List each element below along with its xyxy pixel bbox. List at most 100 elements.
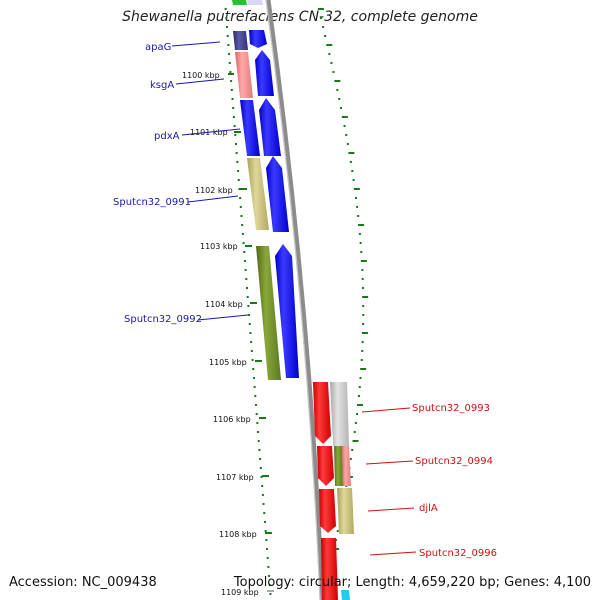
ruler-dot [246, 287, 249, 289]
ruler-dot [341, 116, 348, 118]
ruler-dot [269, 593, 272, 595]
ruler-dot [336, 530, 339, 532]
ruler-dot [224, 8, 227, 10]
ruler-dot [250, 341, 253, 343]
ruler-dot [235, 152, 238, 154]
gene-arrow-0992 [275, 244, 299, 378]
gene-label-djlA[interactable]: djlA [419, 503, 438, 514]
ruler-dot [241, 224, 244, 226]
ruler-dot [234, 134, 237, 136]
ruler-dot [355, 197, 358, 199]
ruler-dot [238, 188, 241, 190]
ruler-dot [328, 53, 331, 55]
ruler-dot [357, 395, 360, 397]
ruler-dot [362, 296, 369, 298]
ruler-dot [237, 170, 240, 172]
gene-label-Sputcn32_0996[interactable]: Sputcn32_0996 [419, 548, 497, 559]
ruler-dot [248, 314, 251, 316]
gene-label-Sputcn32_0992[interactable]: Sputcn32_0992 [124, 314, 202, 325]
ruler-dot [257, 431, 260, 433]
cog-block-khaki [247, 158, 269, 230]
gene-arrow-0991 [266, 156, 289, 232]
ruler-dot [340, 107, 343, 109]
ruler-dot [334, 80, 341, 82]
cog-track-left [232, 0, 281, 380]
ruler-dot [345, 134, 348, 136]
ruler-dot [229, 71, 232, 73]
gene-arrow-djlA [319, 489, 336, 533]
ruler-dot [326, 44, 333, 46]
ruler-dot [230, 80, 233, 82]
ruler-dot [254, 395, 257, 397]
ruler-dot [246, 296, 249, 298]
ruler-dot [357, 215, 360, 217]
gene-label-Sputcn32_0994[interactable]: Sputcn32_0994 [415, 456, 493, 467]
ruler-dot [361, 278, 364, 280]
leader-line [365, 460, 414, 465]
ruler-dot [338, 98, 341, 100]
ruler-dot [349, 458, 352, 460]
ruler-dot [255, 413, 258, 415]
ruler-dot [343, 125, 346, 127]
ruler-dot [227, 44, 230, 46]
gene-arrow-pdxA [259, 98, 281, 156]
ruler-dot [250, 350, 253, 352]
gene-arrow-0996 [321, 538, 338, 600]
ruler-dot [232, 107, 235, 109]
ruler-dot [358, 233, 361, 235]
map-title: Shewanella putrefaciens CN-32, complete … [122, 9, 478, 25]
leader-line [197, 314, 249, 321]
ruler-dot [251, 359, 254, 361]
ruler-dot [243, 260, 246, 262]
ruler-dot [332, 71, 335, 73]
ruler-dot [244, 269, 247, 271]
ruler-dot [230, 89, 233, 91]
ruler-dot [242, 242, 245, 244]
ruler-dot [361, 350, 364, 352]
ruler-dot [252, 377, 255, 379]
ruler-dot [355, 413, 358, 415]
ruler-dot [257, 440, 260, 442]
gene-label-Sputcn32_0991[interactable]: Sputcn32_0991 [113, 197, 191, 208]
tick-label: 1108 kbp [219, 530, 257, 539]
tick-label: 1102 kbp [195, 186, 233, 195]
ruler-dot [260, 476, 263, 478]
gene-label-pdxA[interactable]: pdxA [154, 131, 180, 142]
ruler-dot [226, 35, 229, 37]
gene-label-Sputcn32_0993[interactable]: Sputcn32_0993 [412, 403, 490, 414]
ruler-dot [237, 179, 240, 181]
ruler-dot [234, 143, 237, 145]
ruler-dot [348, 152, 355, 154]
ruler-dot [240, 215, 243, 217]
ruler-dot [268, 575, 271, 577]
ruler-dot [264, 530, 267, 532]
ruler-dot [243, 251, 246, 253]
gene-label-ksgA[interactable]: ksgA [150, 80, 174, 91]
ruler-dot [353, 431, 356, 433]
gene-arrow-0994 [317, 446, 334, 486]
ruler-dot [225, 26, 228, 28]
ruler-dot [346, 143, 349, 145]
tick-label: 1100 kbp [182, 71, 220, 80]
ruler-ticks: 1100 kbp 1101 kbp 1102 kbp 1103 kbp 1104… [182, 71, 274, 597]
ruler-dot [261, 494, 264, 496]
ruler-dot [330, 62, 333, 64]
gene-label-apaG[interactable]: apaG [145, 42, 171, 53]
leader-line [361, 407, 411, 413]
ruler-dot [349, 161, 352, 163]
cog-block-olive-small [334, 446, 343, 486]
ruler-dot [253, 386, 256, 388]
leader-line [171, 41, 221, 47]
ruler-dot [266, 557, 269, 559]
ruler-dot [361, 287, 364, 289]
ruler-dot [232, 116, 235, 118]
ruler-dot [249, 332, 252, 334]
ruler-dot [320, 17, 323, 19]
accession-text: Accession: NC_009438 [9, 575, 157, 590]
ruler-dot [239, 206, 242, 208]
cog-block-cyan [341, 590, 350, 600]
gene-labels-left: apaG ksgA pdxA Sputcn32_0991 Sputcn32_09… [113, 41, 249, 325]
ruler-dot [353, 188, 360, 190]
